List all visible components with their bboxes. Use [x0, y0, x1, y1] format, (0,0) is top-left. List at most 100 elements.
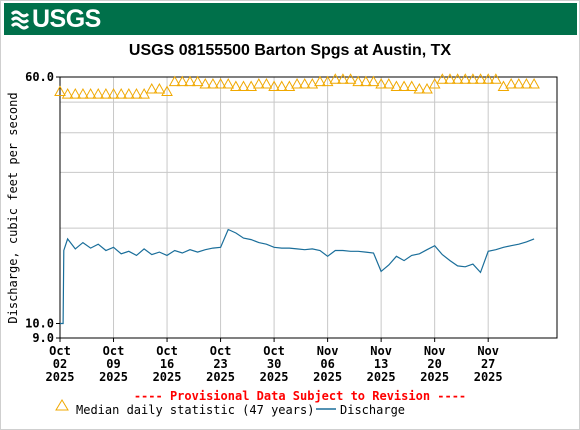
- median-point: [467, 73, 479, 84]
- median-point: [199, 78, 212, 89]
- median-point: [230, 80, 242, 91]
- median-point: [100, 88, 112, 99]
- median-point: [321, 75, 334, 87]
- median-point: [337, 73, 349, 84]
- median-point: [283, 80, 296, 91]
- chart-title: USGS 08155500 Barton Spgs at Austin, TX: [128, 42, 452, 59]
- x-tick-label: Oct: [263, 344, 285, 358]
- x-tick-label: 09: [106, 357, 120, 371]
- median-point: [497, 80, 510, 91]
- median-point: [115, 88, 128, 99]
- median-point: [298, 78, 311, 89]
- median-point: [214, 78, 227, 89]
- median-point: [130, 88, 143, 99]
- x-tick-label: 2025: [99, 370, 128, 384]
- median-point: [191, 75, 204, 87]
- series-layer: [54, 73, 540, 325]
- y-tick-label: 9.0: [32, 331, 54, 345]
- x-tick-label: 2025: [206, 370, 235, 384]
- x-axis-ticks: Oct022025Oct092025Oct162025Oct232025Oct3…: [46, 338, 503, 384]
- usgs-logo[interactable]: USGS: [10, 3, 101, 35]
- y-axis-label: Discharge, cubic feet per second: [6, 92, 20, 323]
- median-point: [520, 78, 533, 89]
- median-point: [390, 80, 403, 91]
- median-point: [77, 88, 89, 99]
- x-tick-label: 16: [160, 357, 174, 371]
- x-tick-label: Oct: [103, 344, 125, 358]
- provisional-note: ---- Provisional Data Subject to Revisio…: [134, 389, 466, 403]
- usgs-wave-icon: [10, 10, 30, 30]
- x-tick-label: 02: [53, 357, 67, 371]
- median-point: [138, 88, 150, 99]
- y-tick-label: 60.0: [25, 70, 54, 84]
- median-point: [459, 73, 472, 84]
- median-point: [382, 78, 395, 89]
- median-point: [413, 82, 426, 94]
- median-point: [145, 82, 158, 94]
- median-point: [275, 80, 288, 91]
- median-point: [207, 78, 219, 89]
- median-point: [61, 88, 74, 99]
- median-point: [222, 78, 235, 89]
- median-point: [375, 78, 387, 89]
- median-point: [176, 75, 189, 87]
- x-tick-label: 06: [320, 357, 334, 371]
- median-point: [260, 78, 273, 89]
- median-point: [54, 85, 66, 96]
- median-point: [512, 78, 525, 89]
- y-axis-ticks: 60.0 10.09.0: [25, 70, 60, 345]
- x-tick-label: 2025: [153, 370, 182, 384]
- median-point: [505, 78, 517, 89]
- legend-median-marker: [55, 399, 69, 411]
- median-point: [451, 73, 464, 84]
- median-point: [474, 73, 487, 84]
- median-point: [107, 88, 120, 99]
- median-point: [237, 80, 250, 91]
- legend-median-label: Median daily statistic (47 years): [76, 403, 314, 417]
- median-point: [184, 75, 196, 87]
- x-tick-label: 2025: [474, 370, 503, 384]
- x-tick-label: Nov: [370, 344, 392, 358]
- median-point: [69, 88, 82, 99]
- x-tick-label: Oct: [49, 344, 71, 358]
- median-point: [122, 88, 135, 99]
- plot-area: [59, 76, 558, 339]
- median-markers: [54, 73, 540, 99]
- median-point: [268, 80, 280, 91]
- legend: Median daily statistic (47 years) Dischar…: [55, 399, 405, 417]
- median-point: [405, 80, 418, 91]
- median-point: [352, 75, 365, 87]
- legend-discharge-label: Discharge: [340, 403, 405, 417]
- x-tick-label: 2025: [420, 370, 449, 384]
- median-point: [245, 80, 258, 91]
- x-tick-label: Nov: [424, 344, 446, 358]
- median-point: [84, 88, 97, 99]
- median-point: [367, 75, 380, 87]
- median-point: [161, 85, 173, 96]
- median-point: [252, 78, 265, 89]
- median-point: [314, 75, 326, 87]
- median-point: [359, 75, 372, 87]
- median-point: [436, 73, 449, 84]
- grid-lines: [60, 77, 557, 338]
- x-tick-label: 2025: [313, 370, 342, 384]
- median-point: [482, 73, 495, 84]
- median-point: [344, 73, 357, 84]
- x-tick-label: Nov: [477, 344, 499, 358]
- usgs-logo-text: USGS: [32, 4, 101, 33]
- median-point: [444, 73, 456, 84]
- median-point: [153, 82, 166, 94]
- y-tick-label: 10.0: [25, 317, 54, 331]
- x-tick-label: 2025: [260, 370, 289, 384]
- median-point: [528, 78, 540, 89]
- x-tick-label: 20: [427, 357, 441, 371]
- discharge-line: [60, 228, 535, 325]
- x-tick-label: 27: [481, 357, 495, 371]
- median-point: [306, 78, 319, 89]
- x-tick-label: 30: [267, 357, 281, 371]
- x-tick-label: 13: [374, 357, 388, 371]
- x-tick-label: Nov: [317, 344, 339, 358]
- x-tick-label: Oct: [210, 344, 232, 358]
- median-point: [291, 78, 303, 89]
